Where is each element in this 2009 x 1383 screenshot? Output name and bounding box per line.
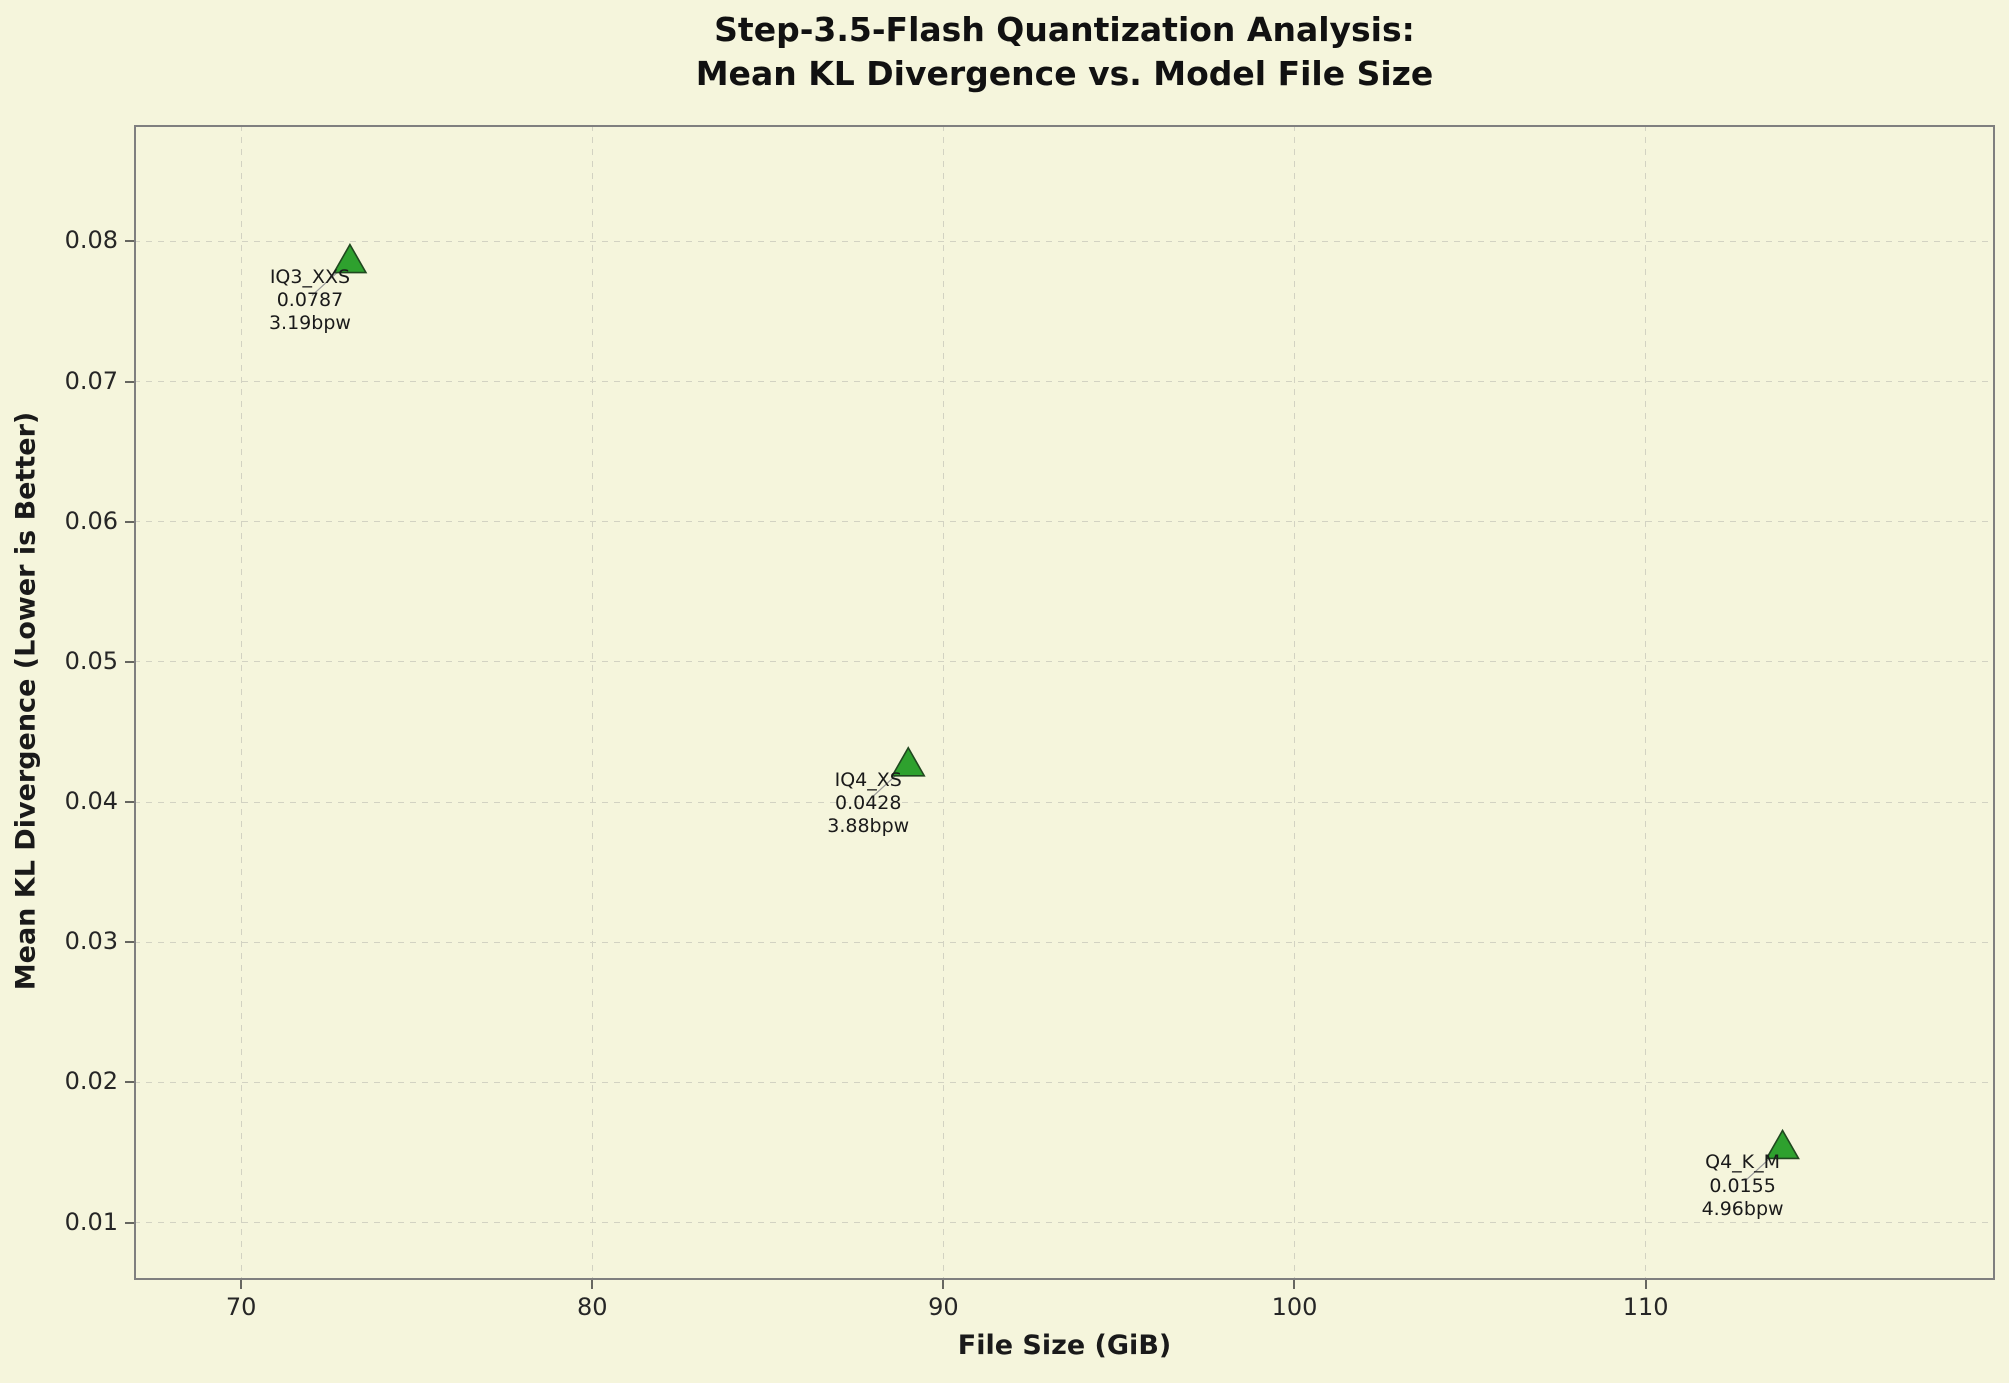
annotation-IQ4_XS-line1: IQ4_XS bbox=[834, 768, 902, 791]
data-point-IQ4_XS bbox=[890, 746, 926, 777]
y-gridline bbox=[134, 521, 1995, 523]
annotation-Q4_K_M-line3: 4.96bpw bbox=[1701, 1197, 1784, 1220]
annotation-IQ3_XXS-line3: 3.19bpw bbox=[268, 311, 351, 334]
y-gridline bbox=[134, 1081, 1995, 1083]
y-gridline bbox=[134, 1222, 1995, 1224]
chart-title-line2: Mean KL Divergence vs. Model File Size bbox=[695, 53, 1434, 93]
x-tick-label: 90 bbox=[928, 1293, 959, 1321]
annotation-IQ4_XS: IQ4_XS 0.0428 3.88bpw bbox=[758, 769, 978, 839]
x-tick-label: 70 bbox=[225, 1293, 257, 1321]
y-tick-label: 0.02 bbox=[64, 1067, 118, 1096]
x-tick-mark bbox=[942, 1280, 945, 1289]
annotation-Q4_K_M-line2: 0.0155 bbox=[1709, 1174, 1776, 1197]
y-tick-label: 0.05 bbox=[64, 646, 118, 675]
annotation-IQ4_XS-line2: 0.0428 bbox=[834, 791, 902, 814]
x-gridline bbox=[591, 125, 593, 1280]
x-tick-label: 80 bbox=[576, 1293, 608, 1321]
y-tick-label: 0.01 bbox=[64, 1207, 118, 1236]
y-tick-mark bbox=[125, 1221, 134, 1224]
x-tick-mark bbox=[1644, 1280, 1647, 1289]
y-tick-mark bbox=[125, 941, 134, 944]
y-tick-mark bbox=[125, 1081, 134, 1084]
x-gridline bbox=[1645, 125, 1647, 1280]
x-gridline bbox=[942, 125, 944, 1280]
x-tick-mark bbox=[240, 1280, 243, 1289]
annotation-IQ3_XXS: IQ3_XXS 0.0787 3.19bpw bbox=[200, 266, 420, 336]
chart-title: Step-3.5-Flash Quantization Analysis: Me… bbox=[134, 8, 1995, 96]
x-tick-mark bbox=[1293, 1280, 1296, 1289]
annotation-IQ3_XXS-line2: 0.0787 bbox=[276, 288, 344, 311]
marker-layer bbox=[311, 242, 1800, 1182]
chart-title-line1: Step-3.5-Flash Quantization Analysis: bbox=[714, 10, 1415, 49]
x-axis-label: File Size (GiB) bbox=[957, 1330, 1172, 1361]
y-gridline bbox=[134, 661, 1995, 663]
y-tick-mark bbox=[125, 380, 134, 383]
y-tick-label: 0.03 bbox=[64, 927, 118, 956]
y-gridline bbox=[134, 941, 1995, 943]
x-tick-mark bbox=[591, 1280, 594, 1289]
annotation-IQ3_XXS-line1: IQ3_XXS bbox=[269, 265, 351, 288]
y-tick-mark bbox=[125, 240, 134, 243]
annotation-Q4_K_M-line1: Q4_K_M bbox=[1705, 1151, 1781, 1174]
y-gridline bbox=[134, 381, 1995, 382]
x-gridline bbox=[240, 125, 242, 1280]
x-tick-label: 100 bbox=[1271, 1293, 1318, 1321]
y-tick-label: 0.08 bbox=[64, 226, 118, 255]
annotation-IQ4_XS-line3: 3.88bpw bbox=[827, 815, 910, 838]
y-gridline bbox=[134, 240, 1995, 242]
annotation-Q4_K_M: Q4_K_M 0.0155 4.96bpw bbox=[1633, 1151, 1853, 1221]
y-tick-mark bbox=[125, 520, 134, 523]
y-tick-mark bbox=[125, 801, 134, 804]
x-tick-label: 110 bbox=[1622, 1293, 1669, 1321]
y-gridline bbox=[134, 801, 1995, 803]
y-tick-mark bbox=[125, 660, 134, 663]
data-point-Q4_K_M bbox=[1765, 1128, 1800, 1160]
x-gridline bbox=[1293, 125, 1295, 1280]
y-tick-label: 0.04 bbox=[64, 787, 118, 816]
plot-area: IQ3_XXS 0.0787 3.19bpw IQ4_XS 0.0428 3.88bpw Q… bbox=[134, 125, 1995, 1280]
y-tick-label: 0.06 bbox=[64, 506, 118, 535]
y-axis-label: Mean KL Divergence (Lower is Better) bbox=[10, 411, 42, 991]
y-tick-label: 0.07 bbox=[64, 366, 118, 395]
data-point-IQ3_XXS bbox=[332, 242, 368, 274]
